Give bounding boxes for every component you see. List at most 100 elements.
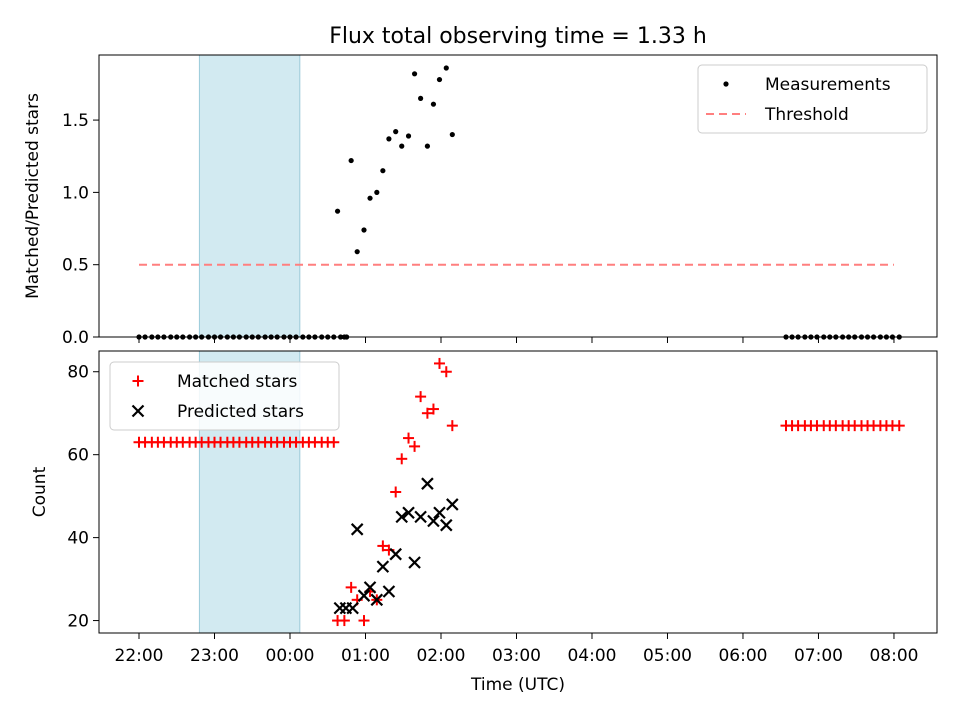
measurement-point: [367, 195, 373, 201]
measurement-point: [348, 157, 354, 164]
measurement-point: [393, 129, 399, 135]
top-y-axis-label: Matched/Predicted stars: [23, 93, 43, 299]
predicted-star-point-b: [346, 601, 359, 615]
matched-star-point: [358, 615, 370, 627]
bottom-y-axis-label: Count: [30, 466, 50, 517]
matched-star-point: [421, 407, 433, 419]
predicted-star-point-b: [363, 581, 377, 594]
matched-star-point: [440, 366, 452, 378]
matched-star-point: [433, 357, 445, 369]
legend-label: Measurements: [765, 75, 891, 95]
measurement-point: [418, 95, 424, 101]
bottom-axes-frame: [98, 350, 938, 634]
matched-star-point: [415, 391, 427, 403]
predicted-star-point: [363, 581, 377, 594]
legend-measurement-swatch: [723, 81, 729, 87]
predicted-star-point-b: [357, 589, 371, 602]
predicted-star-point-b: [370, 593, 384, 607]
legend-predicted-swatch-b: [131, 404, 145, 418]
legend-box: [697, 64, 928, 134]
predicted-star-point: [402, 506, 415, 520]
x-tick-label: 04:00: [567, 646, 616, 666]
x-tick-label: 01:00: [341, 646, 390, 666]
x-tick-label: 08:00: [869, 646, 918, 666]
predicted-star-point-b: [427, 514, 440, 528]
predicted-star-point: [389, 547, 402, 561]
bottom-legend: Matched stars Predicted stars: [109, 361, 340, 431]
measurement-point: [386, 136, 392, 142]
predicted-star-point-b: [440, 518, 453, 532]
measurement-point: [424, 143, 431, 149]
measurement-point: [380, 168, 386, 174]
matched-star-point: [893, 420, 905, 432]
measurement-point: [405, 133, 412, 139]
predicted-star-point: [357, 589, 371, 602]
predicted-star-point: [414, 510, 427, 524]
measurement-point: [361, 227, 367, 233]
predicted-star-point-b: [350, 523, 364, 536]
predicted-star-point: [395, 510, 409, 524]
bottom-panel: 20 40 60 80 22:00 23:00 00:00 01:00 02:00 03:00 04…: [30, 350, 938, 695]
legend-label: Threshold: [764, 105, 849, 125]
predicted-star-point-b: [433, 506, 446, 520]
matched-star-point: [328, 436, 340, 448]
predicted-star-point: [433, 506, 446, 520]
legend-predicted-swatch: [131, 404, 145, 418]
x-tick-label: 02:00: [416, 646, 465, 666]
y-tick-label: 1.0: [62, 183, 89, 203]
matched-star-point: [338, 615, 350, 627]
matched-star-point: [377, 540, 389, 552]
measurement-point: [399, 143, 405, 149]
x-tick-label: 00:00: [266, 646, 315, 666]
predicted-star-point-b: [414, 510, 427, 524]
legend-box: [109, 361, 340, 431]
predicted-star-point-b: [446, 498, 459, 511]
predicted-star-point: [370, 593, 384, 607]
measurement-point: [449, 131, 455, 138]
predicted-star-point-b: [376, 560, 390, 573]
predicted-star-point: [333, 601, 347, 615]
measurement-point: [411, 71, 418, 77]
x-axis-label: Time (UTC): [470, 675, 565, 695]
predicted-star-point-b: [395, 510, 409, 524]
predicted-star-point-b: [408, 556, 421, 569]
predicted-star-point: [421, 477, 434, 490]
predicted-star-point-b: [389, 547, 402, 561]
predicted-star-point: [382, 585, 396, 598]
predicted-star-point: [376, 560, 390, 573]
predicted-star-point-b: [421, 477, 434, 490]
x-tick-label: 22:00: [115, 646, 164, 666]
y-tick-label: 0.0: [62, 328, 89, 348]
legend-label: Predicted stars: [177, 402, 304, 422]
top-panel: 0.0 0.5 1.0 1.5 Matched/Predicted stars Mea…: [23, 54, 938, 348]
matched-star-point: [396, 453, 408, 465]
x-tick-label: 07:00: [794, 646, 843, 666]
legend-matched-swatch: [132, 375, 144, 387]
predicted-star-point: [408, 556, 421, 569]
predicted-star-point: [427, 514, 440, 528]
matched-star-point: [345, 581, 357, 593]
predicted-star-point: [446, 498, 459, 511]
matched-star-point: [403, 432, 415, 444]
x-tick-label: 03:00: [492, 646, 541, 666]
y-tick-label: 80: [67, 363, 89, 383]
matched-star-point: [390, 486, 402, 498]
y-tick-label: 1.5: [62, 111, 89, 131]
measurement-point: [354, 249, 360, 255]
x-tick-label: 23:00: [190, 646, 239, 666]
predicted-star-point-b: [382, 585, 396, 598]
y-tick-label: 20: [67, 612, 89, 632]
matched-star-point: [427, 403, 439, 415]
matched-star-point: [409, 440, 421, 452]
predicted-star-point-b: [402, 506, 415, 520]
measurement-point: [443, 65, 449, 71]
x-tick-label: 05:00: [643, 646, 692, 666]
measurement-point: [334, 208, 341, 214]
predicted-star-point: [346, 601, 359, 615]
legend-label: Matched stars: [177, 372, 297, 392]
chart-title: Flux total observing time = 1.33 h: [329, 24, 707, 49]
observing-window-shade: [198, 54, 301, 338]
predicted-star-point: [440, 518, 453, 532]
matched-star-point: [446, 420, 458, 432]
